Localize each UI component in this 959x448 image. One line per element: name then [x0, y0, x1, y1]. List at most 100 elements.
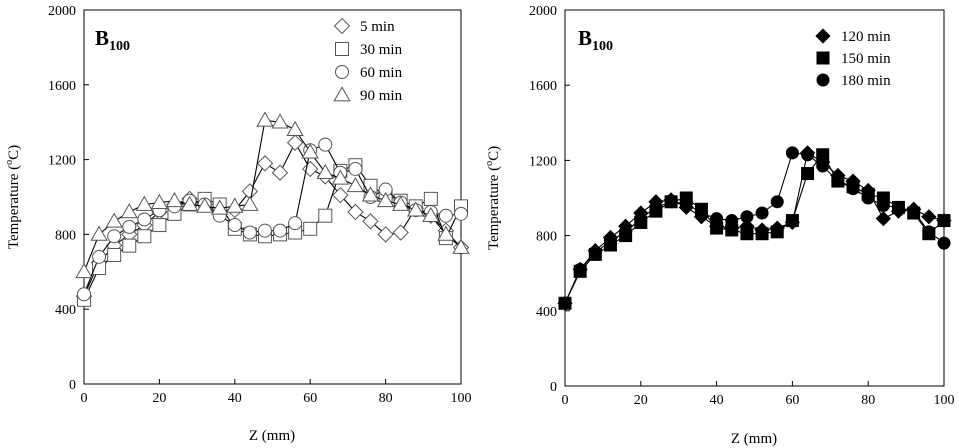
- data-point: [558, 296, 572, 310]
- y-tick-label: 400: [536, 305, 557, 320]
- data-point: [301, 143, 319, 159]
- data-point: [152, 218, 167, 233]
- data-point: [452, 238, 470, 254]
- data-point: [740, 227, 754, 241]
- data-point: [392, 224, 409, 241]
- data-point: [377, 226, 394, 243]
- data-point: [242, 225, 257, 240]
- data-point: [423, 191, 438, 206]
- data-point: [603, 234, 617, 248]
- legend-marker: [816, 73, 830, 87]
- data-point: [392, 195, 410, 211]
- data-point: [226, 197, 244, 213]
- y-tick-label: 1200: [48, 154, 76, 169]
- data-point: [227, 218, 242, 233]
- data-point: [937, 214, 951, 228]
- data-point: [634, 212, 648, 226]
- data-point: [302, 160, 319, 178]
- y-tick-label: 800: [536, 230, 557, 245]
- data-point: [588, 246, 602, 260]
- data-point: [770, 225, 784, 239]
- x-axis-title: Z (mm): [249, 428, 295, 444]
- data-point: [122, 238, 137, 253]
- legend: 120 min 150 min 180 min: [815, 28, 891, 89]
- chart-panel-left: 0 20 40 60 80 100 0 400 800 1200 1600 2000 B100 Z (…: [4, 4, 472, 444]
- legend-marker: [333, 86, 351, 102]
- data-point: [348, 161, 363, 176]
- data-point: [876, 199, 890, 213]
- legend-label: 5 min: [360, 19, 395, 35]
- data-point: [92, 249, 107, 264]
- data-point: [801, 167, 815, 181]
- data-point: [376, 191, 395, 208]
- data-point: [90, 225, 108, 241]
- data-point: [664, 195, 678, 209]
- data-point: [725, 214, 739, 228]
- data-point: [180, 195, 199, 211]
- axis-ticks: 0 20 40 60 80 100 0 400 800 1200 1600 2000: [48, 4, 472, 406]
- x-tick-label: 80: [379, 391, 393, 406]
- y-tick-label: 800: [55, 228, 76, 243]
- data-point: [256, 155, 274, 172]
- data-point: [122, 219, 137, 234]
- x-tick-label: 60: [303, 391, 317, 406]
- legend-marker: [815, 28, 831, 44]
- data-point: [271, 113, 289, 129]
- data-point: [649, 200, 663, 214]
- data-point: [137, 229, 152, 244]
- data-point: [361, 186, 380, 202]
- legend-label: 30 min: [360, 42, 403, 58]
- data-point: [892, 200, 906, 214]
- plot-frame: [564, 9, 945, 387]
- data-point: [120, 203, 138, 219]
- y-tick-label: 0: [550, 380, 557, 395]
- data-point: [846, 182, 860, 196]
- y-tick-label: 400: [55, 303, 76, 318]
- y-axis-title: Temperature (oC): [484, 146, 502, 250]
- legend-marker: [333, 17, 351, 35]
- legend-label: 150 min: [841, 51, 891, 67]
- y-tick-label: 1600: [48, 79, 76, 94]
- data-point: [679, 197, 693, 211]
- y-tick-label: 1600: [529, 79, 557, 94]
- x-tick-label: 20: [152, 391, 166, 406]
- data-point: [740, 210, 754, 224]
- data-point: [211, 199, 229, 215]
- data-point: [710, 212, 724, 226]
- y-tick-label: 2000: [48, 4, 76, 19]
- data-point: [331, 169, 350, 185]
- x-axis-title: Z (mm): [731, 431, 777, 447]
- data-point: [921, 209, 937, 225]
- data-point: [816, 159, 830, 173]
- data-point: [922, 225, 936, 239]
- data-point: [770, 195, 784, 209]
- data-point: [407, 201, 425, 217]
- y-tick-label: 1200: [529, 154, 557, 169]
- data-point: [318, 137, 333, 152]
- data-point: [137, 212, 152, 227]
- data-point: [316, 163, 334, 180]
- y-tick-label: 0: [69, 378, 76, 393]
- y-axis-title: Temperature (oC): [4, 145, 22, 249]
- data-point: [861, 191, 875, 205]
- data-point: [454, 206, 468, 221]
- data-point: [875, 211, 891, 227]
- data-point: [332, 186, 349, 204]
- data-point: [105, 212, 123, 228]
- data-point: [257, 223, 272, 238]
- data-point: [241, 195, 259, 211]
- data-point: [288, 216, 303, 231]
- data-point: [286, 120, 304, 137]
- data-point: [77, 287, 91, 302]
- legend-label: 90 min: [360, 88, 403, 104]
- x-tick-label: 60: [785, 393, 799, 408]
- x-tick-label: 80: [861, 393, 875, 408]
- data-point: [438, 208, 453, 223]
- legend-marker: [816, 51, 830, 65]
- data-point: [346, 176, 365, 193]
- y-tick-label: 2000: [529, 4, 557, 19]
- data-point: [573, 262, 587, 276]
- data-point: [694, 206, 708, 220]
- panel-label: B100: [95, 26, 130, 54]
